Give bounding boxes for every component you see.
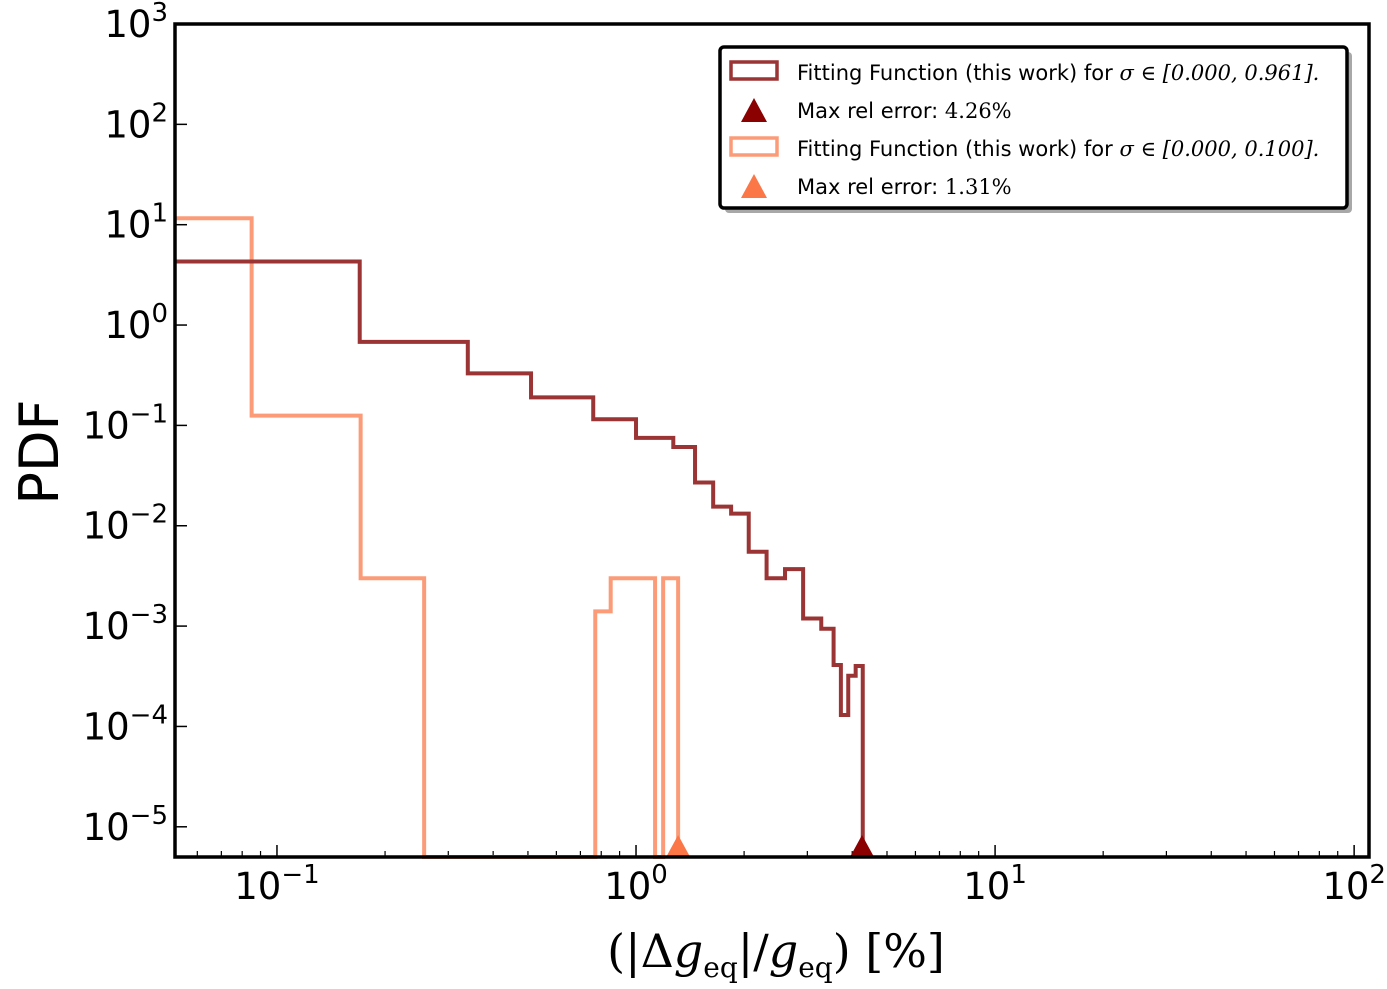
- x-tick-label: 101: [963, 860, 1027, 908]
- x-tick-label: 102: [1322, 860, 1386, 908]
- y-tick-exponent: −2: [130, 500, 168, 530]
- histogram-series-2: [175, 216, 681, 859]
- x-axis-label-sub1: eq: [703, 951, 738, 984]
- x-axis-label-g1: g: [674, 924, 703, 978]
- y-tick-label: 102: [104, 98, 168, 146]
- x-tick-labels: 10−1 100 101 102: [234, 860, 1386, 908]
- x-axis-label-close: ) [%]: [833, 924, 945, 978]
- y-tick-label: 10−2: [83, 500, 168, 548]
- y-tick-exponent: 0: [151, 299, 168, 329]
- y-tick-exponent: −3: [130, 600, 168, 630]
- x-axis-label-mid: |/: [738, 924, 769, 978]
- y-tick-label: 10−4: [83, 700, 168, 748]
- y-tick-label: 103: [104, 0, 168, 46]
- x-tick-base: 10: [963, 865, 1010, 908]
- y-tick-exponent: −1: [130, 399, 168, 429]
- legend-marker-entry-series-1: Max rel error: 4.26%: [797, 99, 1012, 123]
- y-tick-exponent: 1: [151, 199, 168, 229]
- max-error-marker-series-2: [666, 835, 691, 857]
- legend-swatch-series-1: [729, 60, 779, 81]
- legend-marker-entry-series-2: Max rel error: 1.31%: [797, 175, 1012, 199]
- x-axis-label-g2: g: [769, 924, 798, 978]
- y-tick-exponent: −5: [130, 801, 168, 831]
- legend-entry-series-2: Fitting Function (this work) for σ ∈ [0.…: [797, 137, 1319, 161]
- y-axis-label: PDF: [8, 399, 71, 504]
- x-axis-label: (|Δgeq|/geq) [%]: [607, 924, 945, 984]
- y-tick-label: 100: [104, 299, 168, 347]
- legend-box: [718, 45, 1349, 210]
- y-tick-exponent: 2: [151, 98, 168, 128]
- y-tick-base: 10: [83, 605, 130, 648]
- marker-layer: [666, 835, 875, 857]
- y-tick-base: 10: [104, 3, 151, 46]
- legend-entry-series-1: Fitting Function (this work) for σ ∈ [0.…: [797, 61, 1319, 85]
- y-tick-base: 10: [104, 103, 151, 146]
- y-tick-label: 10−3: [83, 600, 168, 648]
- legend-marker-series-1: [741, 98, 767, 122]
- x-tick-base: 10: [234, 865, 281, 908]
- plot-frame: [173, 22, 1371, 859]
- max-error-marker-series-1: [850, 835, 875, 857]
- y-tick-label: 10−1: [83, 399, 168, 447]
- y-tick-exponent: −4: [130, 700, 168, 730]
- histogram-series-1: [175, 259, 865, 857]
- y-tick-base: 10: [83, 705, 130, 748]
- series-layer: [175, 216, 865, 859]
- x-tick-exponent: 2: [1369, 860, 1386, 890]
- y-tick-base: 10: [83, 404, 130, 447]
- y-tick-label: 101: [104, 199, 168, 247]
- legend-marker-series-2: [741, 174, 767, 198]
- y-tick-base: 10: [83, 505, 130, 548]
- y-tick-label: 10−5: [83, 801, 168, 849]
- x-axis-label-sub2: eq: [798, 951, 833, 984]
- x-tick-exponent: 0: [651, 860, 668, 890]
- y-tick-base: 10: [83, 806, 130, 849]
- x-tick-base: 10: [1322, 865, 1369, 908]
- x-tick-exponent: −1: [281, 860, 319, 890]
- y-tick-exponent: 3: [151, 0, 168, 28]
- x-tick-base: 10: [604, 865, 651, 908]
- legend: Fitting Function (this work) for σ ∈ [0.…: [718, 45, 1352, 213]
- y-tick-base: 10: [104, 304, 151, 347]
- x-tick-exponent: 1: [1010, 860, 1027, 890]
- x-tick-label: 10−1: [234, 860, 319, 908]
- y-tick-base: 10: [104, 204, 151, 247]
- x-axis-label-open: (|Δ: [607, 924, 674, 978]
- legend-swatch-series-2: [729, 136, 779, 157]
- x-tick-label: 100: [604, 860, 668, 908]
